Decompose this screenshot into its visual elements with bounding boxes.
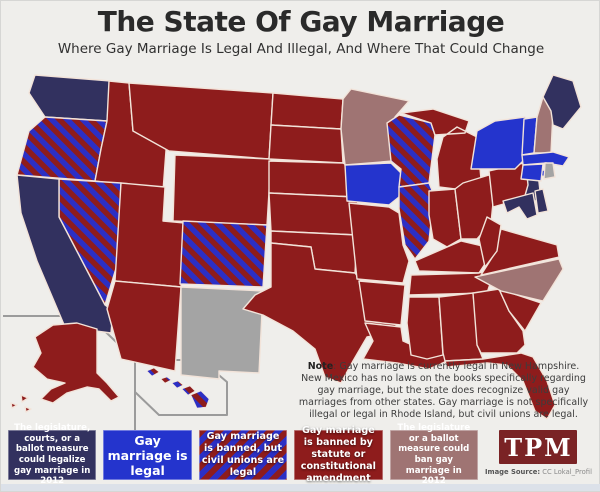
legend: The legislature, courts, or a ballot mea… — [8, 423, 592, 486]
state-sd — [268, 124, 344, 164]
state-nc — [474, 258, 564, 302]
state-hi — [146, 367, 210, 409]
legend-label: The legislature, courts, or a ballot mea… — [14, 422, 91, 487]
state-ak — [10, 322, 120, 413]
state-ri — [543, 162, 556, 180]
map-note: Note: Gay marriage is currently legal in… — [296, 361, 591, 420]
legend-item-could-legalize: The legislature, courts, or a ballot mea… — [8, 423, 97, 486]
state-wy — [172, 154, 272, 226]
page-subtitle: Where Gay Marriage Is Legal And Illegal,… — [57, 41, 545, 57]
legend-item-legal: Gay marriage is legal — [103, 430, 192, 480]
image-source: Image Source: CC Lokal_Profil — [485, 468, 592, 476]
state-or — [16, 116, 108, 182]
state-mo — [348, 202, 410, 284]
tpm-logo: TPM — [499, 430, 578, 464]
legend-item-civil-unions: Gay marriage is banned, but civil unions… — [198, 430, 288, 480]
legend-label: Gay marriage is banned, but civil unions… — [201, 431, 285, 478]
branding: TPM Image Source: CC Lokal_Profil — [485, 430, 592, 480]
state-ia — [344, 162, 402, 206]
state-wa — [28, 74, 112, 122]
state-ar — [358, 280, 406, 326]
state-de — [534, 188, 549, 214]
state-nd — [270, 92, 344, 130]
state-md — [502, 192, 538, 220]
state-wv — [478, 216, 502, 268]
state-il — [398, 182, 435, 260]
image-source-label: Image Source: — [484, 468, 541, 476]
state-ne — [268, 160, 358, 198]
state-sc — [498, 288, 542, 332]
state-ks — [268, 192, 360, 236]
legend-label: Gay marriage is legal — [107, 432, 188, 478]
note-text: : Gay marriage is currently legal in New… — [298, 361, 589, 420]
header: The State Of Gay Marriage Where Gay Marr… — [1, 1, 600, 57]
state-nh — [533, 96, 554, 154]
bottom-strip — [1, 484, 600, 491]
state-ms — [406, 296, 444, 360]
state-az — [106, 280, 182, 372]
legend-item-could-ban: The legislature or a ballot measure coul… — [389, 423, 478, 486]
legend-label: The legislature or a ballot measure coul… — [397, 422, 471, 487]
map-area: Note: Gay marriage is currently legal in… — [1, 65, 600, 437]
state-ct — [520, 163, 544, 182]
image-source-value: CC Lokal_Profil — [542, 468, 592, 476]
state-co — [179, 220, 268, 288]
note-label: Note — [307, 361, 334, 372]
page-title: The State Of Gay Marriage — [97, 5, 505, 38]
state-me — [542, 74, 582, 130]
legend-label: Gay marriage is banned by statute or con… — [300, 425, 376, 484]
state-mt — [128, 82, 274, 160]
us-map — [3, 74, 582, 435]
state-fl — [444, 352, 556, 420]
legend-item-banned: Gay marriage is banned by statute or con… — [294, 425, 383, 484]
alaska-inset-border — [3, 315, 136, 435]
